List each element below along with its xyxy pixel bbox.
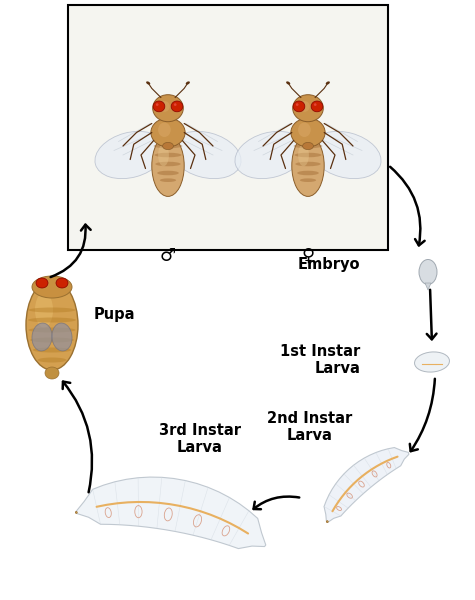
Ellipse shape xyxy=(155,162,180,166)
Ellipse shape xyxy=(294,144,323,148)
Ellipse shape xyxy=(32,276,72,298)
Text: Embryo: Embryo xyxy=(297,257,360,272)
Ellipse shape xyxy=(292,135,324,196)
Text: ♀: ♀ xyxy=(302,247,314,265)
Ellipse shape xyxy=(171,131,241,179)
Ellipse shape xyxy=(28,307,76,313)
Ellipse shape xyxy=(326,82,330,85)
Ellipse shape xyxy=(297,171,319,175)
Ellipse shape xyxy=(30,337,74,343)
Text: ♂: ♂ xyxy=(160,247,176,265)
FancyBboxPatch shape xyxy=(68,5,388,250)
Ellipse shape xyxy=(295,162,321,166)
Ellipse shape xyxy=(28,328,76,332)
Circle shape xyxy=(314,103,316,106)
Ellipse shape xyxy=(146,82,150,85)
Text: Pupa: Pupa xyxy=(94,307,135,323)
Ellipse shape xyxy=(419,259,437,284)
Circle shape xyxy=(174,103,177,106)
Ellipse shape xyxy=(95,131,165,179)
Ellipse shape xyxy=(32,323,52,351)
Ellipse shape xyxy=(154,153,181,157)
Text: 3rd Instar
Larva: 3rd Instar Larva xyxy=(159,422,241,455)
Ellipse shape xyxy=(45,367,59,379)
Ellipse shape xyxy=(38,358,66,362)
Ellipse shape xyxy=(52,323,72,351)
Ellipse shape xyxy=(286,82,290,85)
Ellipse shape xyxy=(28,317,76,323)
Ellipse shape xyxy=(171,101,183,112)
Ellipse shape xyxy=(157,171,179,175)
Ellipse shape xyxy=(294,153,322,157)
Ellipse shape xyxy=(26,280,78,370)
Circle shape xyxy=(156,103,159,106)
Ellipse shape xyxy=(235,131,305,179)
Ellipse shape xyxy=(162,142,173,149)
Ellipse shape xyxy=(151,118,185,147)
Ellipse shape xyxy=(311,131,381,179)
Ellipse shape xyxy=(293,95,323,122)
Ellipse shape xyxy=(300,178,316,182)
Ellipse shape xyxy=(36,278,48,288)
Ellipse shape xyxy=(153,101,165,112)
Ellipse shape xyxy=(299,101,310,112)
Ellipse shape xyxy=(326,521,328,523)
Ellipse shape xyxy=(160,178,176,182)
Ellipse shape xyxy=(311,101,323,112)
Ellipse shape xyxy=(76,512,77,514)
Ellipse shape xyxy=(152,135,184,196)
Text: 1st Instar
Larva: 1st Instar Larva xyxy=(280,344,360,376)
Ellipse shape xyxy=(415,352,449,372)
Ellipse shape xyxy=(158,122,171,137)
Polygon shape xyxy=(76,477,266,548)
Ellipse shape xyxy=(152,95,183,122)
Ellipse shape xyxy=(291,118,325,147)
Ellipse shape xyxy=(298,122,311,137)
Polygon shape xyxy=(425,283,431,290)
Ellipse shape xyxy=(33,347,71,352)
Ellipse shape xyxy=(159,101,170,112)
Text: 2nd Instar
Larva: 2nd Instar Larva xyxy=(267,410,352,443)
Circle shape xyxy=(296,103,299,106)
Ellipse shape xyxy=(153,144,182,148)
Ellipse shape xyxy=(56,278,68,288)
Ellipse shape xyxy=(298,144,309,166)
Ellipse shape xyxy=(293,101,305,112)
Ellipse shape xyxy=(35,292,53,328)
Polygon shape xyxy=(324,448,409,522)
Ellipse shape xyxy=(186,82,190,85)
Ellipse shape xyxy=(158,144,169,166)
Ellipse shape xyxy=(303,142,314,149)
